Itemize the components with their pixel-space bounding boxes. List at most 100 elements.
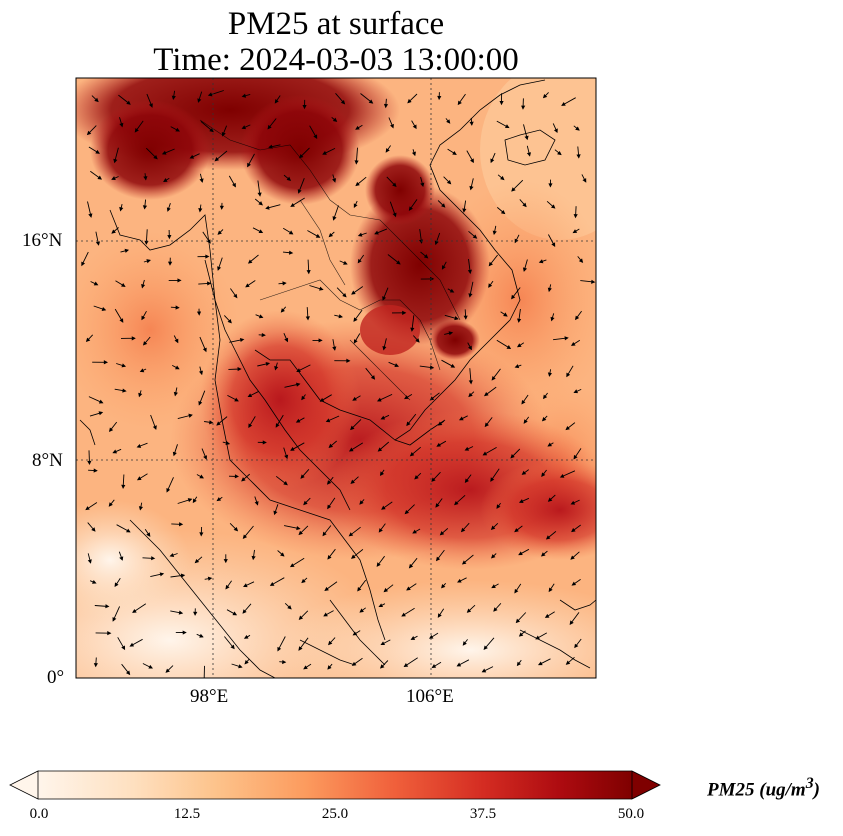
wind-arrowhead: [125, 670, 131, 676]
wind-arrowhead: [490, 158, 495, 164]
wind-arrowhead: [290, 446, 295, 451]
wind-arrowhead: [119, 122, 124, 128]
wind-arrowhead: [392, 212, 397, 218]
wind-arrowhead: [174, 338, 179, 344]
wind-arrowhead: [570, 341, 576, 346]
wind-arrowhead: [182, 630, 187, 635]
wind-arrowhead: [468, 380, 473, 385]
wind-arrowhead: [327, 665, 332, 670]
wind-arrowhead: [462, 641, 467, 646]
wind-arrowhead: [510, 454, 515, 459]
wind-arrowhead: [357, 258, 362, 264]
wind-arrowhead: [551, 242, 556, 247]
wind-arrowhead: [382, 296, 387, 301]
wind-arrowhead: [138, 506, 144, 511]
wind-arrowhead: [383, 587, 388, 593]
wind-arrowhead: [488, 283, 493, 288]
wind-arrowhead: [481, 668, 487, 673]
wind-arrowhead: [462, 208, 467, 213]
graticule: [76, 78, 596, 678]
wind-arrowhead: [286, 176, 292, 181]
wind-arrowhead: [197, 98, 202, 103]
wind-arrowhead: [267, 124, 272, 130]
wind-arrowhead: [457, 100, 462, 106]
wind-arrowhead: [85, 506, 90, 511]
wind-arrowhead: [141, 283, 146, 289]
wind-arrowhead: [437, 95, 442, 101]
map-title: PM25 at surface: [227, 6, 445, 42]
wind-arrowhead: [233, 293, 238, 299]
wind-arrowhead: [566, 372, 571, 378]
wind-arrowhead: [559, 473, 565, 478]
wind-arrowhead: [518, 499, 524, 503]
wind-arrowhead: [254, 501, 259, 506]
wind-arrowhead: [136, 476, 142, 481]
wind-arrowhead: [85, 337, 91, 343]
wind-arrowhead: [163, 178, 168, 183]
wind-arrowhead: [206, 281, 212, 286]
wind-arrowhead: [328, 640, 333, 646]
wind-arrowhead: [207, 576, 213, 581]
wind-arrowhead: [199, 532, 204, 537]
wind-arrowhead: [396, 260, 401, 265]
wind-arrowhead: [94, 97, 99, 103]
wind-arrowhead: [353, 317, 358, 322]
wind-arrowhead: [241, 477, 246, 482]
wind-arrowhead: [296, 525, 301, 531]
wind-arrowhead: [242, 609, 247, 614]
wind-arrowhead: [326, 480, 332, 485]
wind-arrowhead: [517, 318, 522, 323]
wind-arrowhead: [288, 250, 294, 255]
wind-arrowhead: [247, 259, 253, 264]
wind-arrowhead: [431, 477, 436, 482]
wind-arrowhead: [350, 479, 355, 484]
wind-arrowhead: [221, 132, 226, 137]
wind-arrowhead: [284, 337, 289, 343]
wind-arrowhead: [454, 500, 459, 506]
wind-arrowhead: [472, 234, 478, 239]
wind-arrowhead: [265, 361, 271, 367]
wind-arrowhead: [282, 659, 287, 665]
wind-arrowhead: [382, 345, 387, 351]
wind-arrowhead: [303, 500, 308, 506]
wind-arrowhead: [448, 331, 454, 336]
wind-arrowhead: [423, 254, 429, 259]
wind-arrowhead: [315, 233, 321, 238]
wind-arrowhead: [234, 397, 239, 402]
wind-arrowhead: [86, 130, 92, 136]
wind-arrowhead: [295, 418, 301, 423]
wind-arrowhead: [496, 504, 501, 509]
wind-arrowhead: [275, 423, 280, 428]
wind-arrowhead: [265, 205, 270, 210]
wind-arrowhead: [302, 105, 307, 110]
wind-arrowhead: [199, 474, 204, 479]
wind-arrowhead: [346, 358, 351, 363]
wind-arrowhead: [98, 411, 104, 416]
wind-arrowhead: [518, 551, 523, 556]
wind-arrowhead: [209, 420, 214, 425]
wind-arrowhead: [435, 503, 440, 508]
colorbar-label: PM25 (ug/m3): [707, 775, 820, 801]
wind-arrowhead: [93, 663, 98, 668]
wind-arrowhead: [93, 281, 99, 286]
wind-arrowhead: [269, 582, 275, 586]
wind-arrowhead: [524, 135, 529, 141]
wind-arrowhead: [262, 440, 267, 445]
wind-arrowhead: [514, 588, 519, 594]
wind-arrowhead: [547, 372, 552, 377]
wind-arrowhead: [121, 645, 126, 651]
wind-arrowhead: [131, 336, 136, 341]
wind-arrowhead: [406, 586, 411, 591]
wind-arrowhead: [283, 481, 288, 486]
wind-arrowhead: [138, 392, 143, 398]
wind-arrowhead: [152, 425, 157, 430]
wind-arrowhead: [547, 287, 552, 293]
wind-arrowhead: [121, 363, 127, 368]
wind-vectors: [81, 90, 596, 678]
wind-arrowhead: [306, 269, 311, 275]
wind-arrowhead: [483, 392, 489, 397]
wind-arrowhead: [95, 241, 101, 246]
wind-arrowhead: [199, 633, 204, 638]
wind-arrowhead: [582, 178, 587, 183]
wind-arrowhead: [261, 332, 266, 338]
